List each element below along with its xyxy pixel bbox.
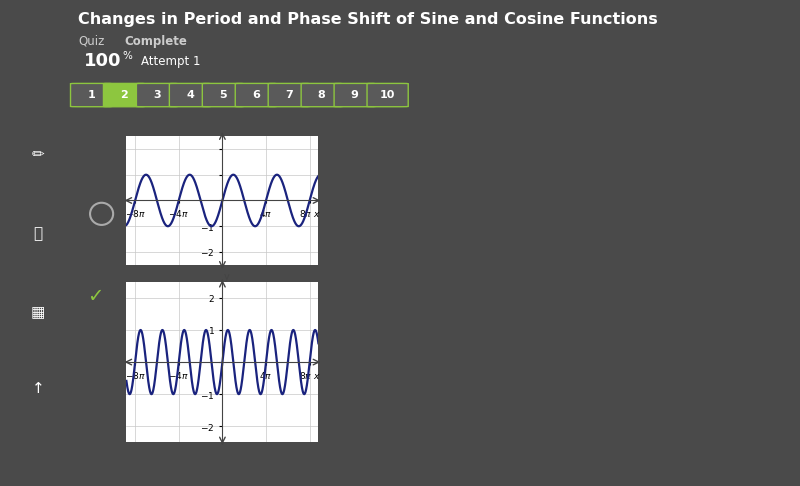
Text: 5: 5 xyxy=(219,90,226,100)
Text: Attempt 1: Attempt 1 xyxy=(142,55,201,68)
Text: Changes in Period and Phase Shift of Sine and Cosine Functions: Changes in Period and Phase Shift of Sin… xyxy=(78,12,658,27)
FancyBboxPatch shape xyxy=(137,84,178,107)
Text: y: y xyxy=(223,272,229,282)
Text: 3: 3 xyxy=(153,90,161,100)
Text: 1: 1 xyxy=(87,90,95,100)
Text: 100: 100 xyxy=(84,52,122,70)
FancyBboxPatch shape xyxy=(301,84,342,107)
Text: Complete: Complete xyxy=(124,35,187,48)
Text: 6: 6 xyxy=(252,90,260,100)
FancyBboxPatch shape xyxy=(235,84,277,107)
Text: ✏: ✏ xyxy=(32,147,44,162)
Text: 8: 8 xyxy=(318,90,326,100)
Text: %: % xyxy=(122,52,133,61)
Text: ↑: ↑ xyxy=(32,381,44,396)
Text: 7: 7 xyxy=(285,90,293,100)
Text: ✓: ✓ xyxy=(87,287,104,306)
FancyBboxPatch shape xyxy=(170,84,210,107)
FancyBboxPatch shape xyxy=(70,84,112,107)
Text: 10: 10 xyxy=(380,90,395,100)
FancyBboxPatch shape xyxy=(334,84,375,107)
FancyBboxPatch shape xyxy=(103,84,145,107)
Text: 🎧: 🎧 xyxy=(34,226,42,241)
Text: 4: 4 xyxy=(186,90,194,100)
Text: ▦: ▦ xyxy=(31,305,45,320)
Text: 2: 2 xyxy=(120,90,128,100)
Text: Quiz: Quiz xyxy=(78,35,105,48)
FancyBboxPatch shape xyxy=(367,84,408,107)
FancyBboxPatch shape xyxy=(202,84,243,107)
Text: 9: 9 xyxy=(350,90,358,100)
FancyBboxPatch shape xyxy=(268,84,310,107)
